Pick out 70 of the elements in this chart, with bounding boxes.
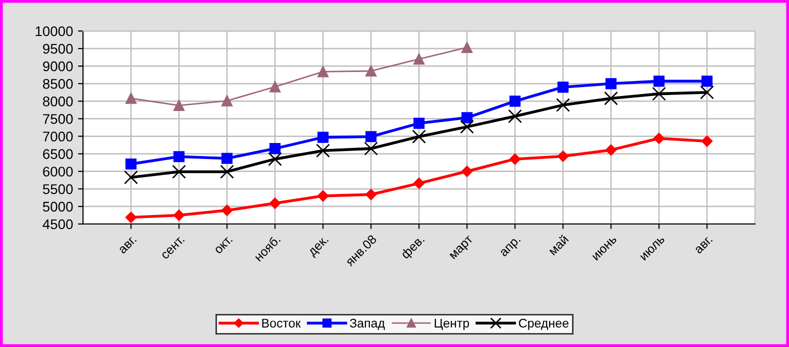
point bbox=[605, 144, 617, 156]
x-tick-label: авг. bbox=[694, 236, 713, 254]
y-tick-label: 10000 bbox=[36, 26, 73, 36]
x-tick-label: апр. bbox=[500, 236, 522, 259]
y-tick-label: 9000 bbox=[43, 61, 73, 72]
point bbox=[124, 170, 138, 184]
point bbox=[365, 188, 377, 200]
point bbox=[413, 118, 425, 129]
point bbox=[221, 152, 233, 164]
point bbox=[605, 78, 617, 90]
point bbox=[460, 120, 474, 134]
point bbox=[221, 95, 233, 106]
point bbox=[269, 198, 281, 209]
point bbox=[172, 164, 186, 179]
point bbox=[365, 65, 377, 77]
point bbox=[461, 42, 473, 54]
point bbox=[653, 132, 665, 144]
point bbox=[125, 212, 137, 223]
point bbox=[316, 144, 330, 158]
point bbox=[557, 150, 569, 162]
point bbox=[364, 142, 378, 156]
y-tick-label: 7500 bbox=[43, 114, 73, 124]
point bbox=[556, 98, 570, 112]
point bbox=[173, 210, 185, 221]
point bbox=[509, 153, 521, 165]
point bbox=[701, 76, 713, 87]
point bbox=[269, 143, 281, 154]
x-tick-label: авг. bbox=[118, 236, 137, 254]
point bbox=[508, 109, 522, 124]
point bbox=[317, 132, 329, 143]
legend-label: Среднее bbox=[518, 318, 568, 330]
point bbox=[413, 54, 425, 65]
point bbox=[700, 85, 714, 100]
point bbox=[412, 130, 426, 144]
y-tick-label: 6500 bbox=[43, 149, 73, 159]
point bbox=[317, 190, 329, 202]
y-tick-label: 8500 bbox=[42, 78, 73, 89]
point bbox=[268, 152, 282, 166]
point bbox=[509, 96, 521, 107]
point bbox=[461, 112, 473, 124]
y-tick-label: 8000 bbox=[42, 96, 73, 106]
point bbox=[557, 82, 569, 93]
point bbox=[413, 178, 425, 189]
y-tick-label: 5500 bbox=[42, 184, 73, 194]
x-tick-label: фев. bbox=[400, 234, 426, 261]
y-tick-label: 5000 bbox=[42, 202, 73, 212]
y-tick-label: 6000 bbox=[43, 166, 73, 177]
y-tick-label: 7000 bbox=[43, 132, 73, 142]
point bbox=[173, 100, 185, 111]
point bbox=[125, 92, 137, 104]
x-tick-label: окт. bbox=[214, 236, 233, 254]
point bbox=[604, 91, 618, 106]
point bbox=[221, 204, 233, 216]
x-tick-label: май bbox=[548, 234, 569, 256]
point bbox=[125, 158, 137, 170]
point bbox=[701, 136, 713, 147]
point bbox=[269, 81, 281, 92]
point bbox=[653, 76, 665, 87]
y-tick-label: 4500 bbox=[42, 219, 73, 230]
point bbox=[652, 86, 666, 101]
y-tick-label: 9500 bbox=[43, 44, 73, 54]
point bbox=[365, 131, 377, 142]
point bbox=[461, 166, 473, 177]
x-tick-label: дек. bbox=[308, 236, 330, 258]
legend-label: Восток bbox=[262, 318, 301, 328]
point bbox=[317, 66, 329, 78]
legend-label: Центр bbox=[434, 318, 470, 330]
point bbox=[220, 164, 234, 179]
point bbox=[173, 151, 185, 162]
legend-label: Запад bbox=[350, 318, 385, 330]
